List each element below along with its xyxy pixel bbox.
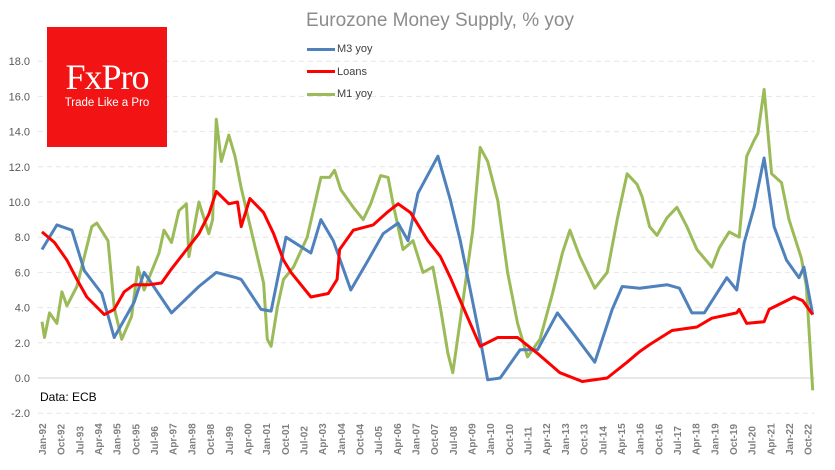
x-tick-label: Oct-98 [206, 423, 217, 455]
legend-swatch [307, 92, 335, 96]
legend: M3 yoy Loans M1 yoy [307, 38, 372, 106]
series-lines [40, 87, 815, 391]
x-tick-label: Apr-12 [542, 423, 553, 455]
x-tick-label: Jul-99 [225, 426, 236, 455]
legend-item-m3: M3 yoy [307, 38, 372, 61]
fxpro-logo: FxPro Trade Like a Pro [47, 27, 167, 147]
x-tick-label: Oct-04 [355, 423, 366, 455]
logo-tagline: Trade Like a Pro [64, 97, 150, 109]
y-tick-label: 6.0 [15, 267, 30, 279]
x-tick-label: Jul-20 [748, 426, 759, 455]
y-tick-label: 12.0 [9, 162, 30, 174]
y-tick-label: -2.0 [11, 408, 30, 420]
y-tick-label: 14.0 [9, 127, 30, 139]
series-line-m1-yoy [40, 87, 815, 391]
y-tick-label: 10.0 [9, 197, 30, 209]
x-tick-label: Oct-10 [505, 423, 516, 455]
x-tick-label: Jul-05 [374, 426, 385, 455]
x-tick-label: Jul-08 [449, 426, 460, 455]
legend-item-m1: M1 yoy [307, 83, 372, 106]
legend-label: M1 yoy [337, 88, 373, 101]
x-tick-label: Jan-22 [785, 423, 796, 455]
x-tick-label: Oct-01 [281, 423, 292, 455]
x-tick-label: Apr-97 [169, 423, 180, 455]
x-tick-label: Jan-95 [113, 423, 124, 455]
x-tick-label: Apr-21 [766, 423, 777, 455]
logo-brand: FxPro [65, 57, 149, 97]
x-tick-label: Oct-92 [57, 423, 68, 455]
x-tick-label: Jul-14 [598, 426, 609, 455]
x-tick-label: Apr-18 [692, 423, 703, 455]
y-tick-label: 0.0 [15, 373, 30, 385]
x-tick-label: Jan-01 [262, 423, 273, 455]
chart-title: Eurozone Money Supply, % yoy [306, 10, 574, 31]
series-line-loans [41, 189, 814, 383]
y-axis: -2.0 0.0 2.0 4.0 6.0 8.0 10.0 12.0 14.0 16.0 18.0 [9, 56, 30, 420]
x-tick-label: Oct-07 [430, 423, 441, 455]
x-tick-label: Jan-10 [486, 423, 497, 455]
x-tick-label: Oct-13 [580, 423, 591, 455]
legend-label: M3 yoy [337, 43, 373, 56]
y-tick-label: 4.0 [15, 303, 30, 315]
y-tick-label: 18.0 [9, 56, 30, 68]
x-tick-label: Oct-22 [804, 423, 815, 455]
x-tick-label: Apr-00 [243, 423, 254, 455]
x-tick-label: Apr-03 [318, 423, 329, 455]
y-tick-label: 16.0 [9, 91, 30, 103]
data-source-note: Data: ECB [40, 390, 97, 404]
y-tick-label: 2.0 [15, 338, 30, 350]
legend-label: Loans [337, 65, 367, 78]
x-tick-label: Apr-94 [94, 423, 105, 455]
x-tick-label: Jul-96 [150, 426, 161, 455]
x-tick-label: Jul-02 [299, 426, 310, 455]
y-tick-label: 8.0 [15, 232, 30, 244]
x-tick-label: Jan-07 [412, 423, 423, 455]
x-tick-label: Oct-16 [654, 423, 665, 455]
series-line-m3-yoy [40, 154, 815, 382]
x-tick-label: Jul-11 [524, 426, 535, 455]
x-tick-label: Jan-92 [38, 423, 49, 455]
x-tick-label: Jan-16 [636, 423, 647, 455]
x-tick-label: Apr-15 [617, 423, 628, 455]
legend-item-loans: Loans [307, 61, 372, 84]
x-tick-label: Jan-13 [561, 423, 572, 455]
x-tick-label: Apr-06 [393, 423, 404, 455]
x-tick-label: Jan-98 [187, 423, 198, 455]
x-tick-label: Jan-04 [337, 423, 348, 455]
x-axis: Jan-92 Oct-92 Jul-93 Apr-94 Jan-95 Oct-95 Jul-… [38, 423, 815, 455]
x-tick-label: Oct-19 [729, 423, 740, 455]
legend-swatch [307, 70, 335, 74]
legend-swatch [307, 47, 335, 51]
x-tick-label: Jul-17 [673, 426, 684, 455]
x-tick-label: Jan-19 [710, 423, 721, 455]
x-tick-label: Apr-09 [468, 423, 479, 455]
x-tick-label: Oct-95 [131, 423, 142, 455]
x-tick-label: Jul-93 [75, 426, 86, 455]
